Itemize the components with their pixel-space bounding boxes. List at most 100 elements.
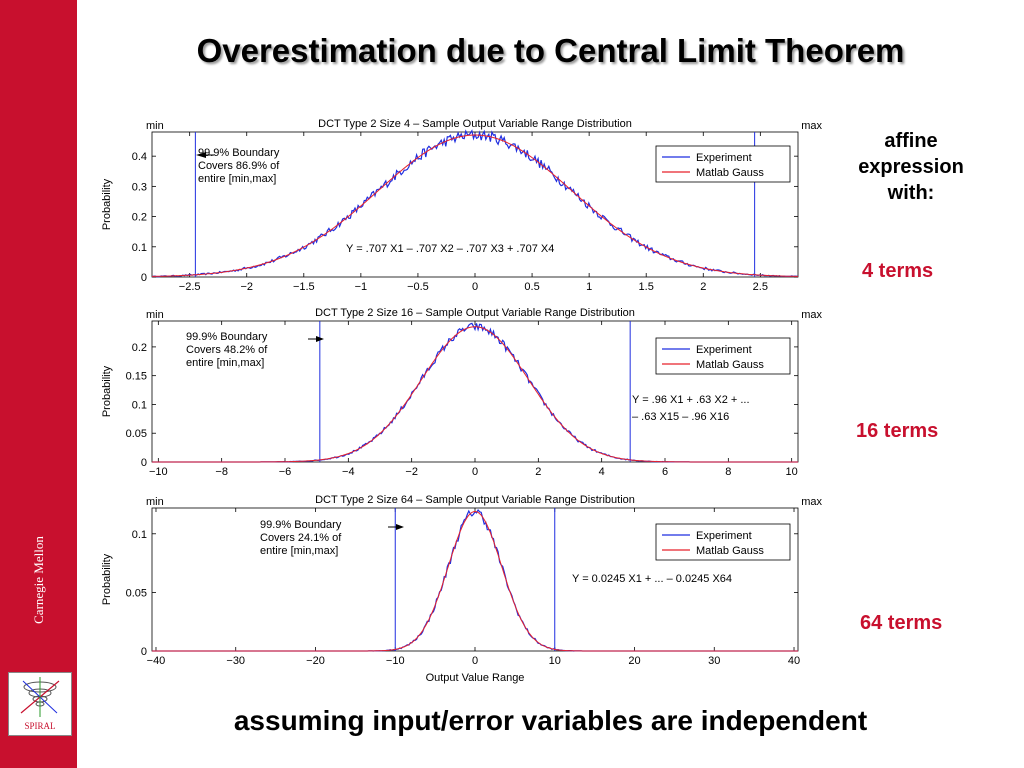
y-tick-label: 0.15 [126,371,147,383]
legend-box [655,337,791,375]
chart-title: DCT Type 2 Size 4 – Sample Output Variab… [318,118,632,130]
x-tick-label: 1 [586,281,592,293]
series-matlab-gauss [152,326,798,463]
annotation-arrow-icon [396,524,404,530]
series-matlab-gauss [152,134,798,277]
y-axis-label: Probability [101,365,113,417]
formula-text: Y = .96 X1 + .63 X2 + ... [632,394,750,406]
sidebar-university-name: Carnegie Mellon [14,515,64,645]
chart-2: DCT Type 2 Size 16 – Sample Output Varia… [101,307,822,478]
slide-title: Overestimation due to Central Limit Theo… [196,32,905,69]
formula-text: Y = 0.0245 X1 + ... – 0.0245 X64 [572,573,732,585]
side-note-line-3: with: [887,182,935,204]
slide-footer: assuming input/error variables are indep… [233,705,868,736]
x-tick-label: −10 [386,655,405,667]
x-tick-label: 10 [786,466,798,478]
annotation-line: Covers 86.9% of [198,160,280,172]
max-label: max [801,120,822,132]
y-tick-label: 0.2 [132,212,147,224]
x-tick-label: 30 [708,655,720,667]
annotation-line: 99.9% Boundary [260,519,342,531]
legend-label-gauss: Matlab Gauss [696,545,764,557]
legend-box [655,523,791,561]
max-label: max [801,496,822,508]
chart-1: DCT Type 2 Size 4 – Sample Output Variab… [101,118,822,293]
min-label: min [146,120,164,132]
max-label: max [801,309,822,321]
term-label-64: 64 terms [860,612,943,634]
annotation-line: 99.9% Boundary [198,147,280,159]
x-tick-label: 1.5 [639,281,654,293]
x-tick-label: −10 [149,466,168,478]
x-tick-label: 40 [788,655,800,667]
y-tick-label: 0.1 [132,399,147,411]
charts-svg: DCT Type 2 Size 4 – Sample Output Variab… [101,118,822,684]
x-tick-label: −0.5 [407,281,429,293]
y-tick-label: 0.2 [132,342,147,354]
x-tick-label: 20 [628,655,640,667]
min-label: min [146,309,164,321]
y-tick-label: 0 [141,646,147,658]
sidebar: Carnegie Mellon SPIRAL [0,0,77,768]
x-tick-label: 0 [472,655,478,667]
annotation-arrow-icon [196,152,206,158]
legend-label-experiment: Experiment [696,530,752,542]
x-tick-label: −30 [226,655,245,667]
x-tick-label: −1 [355,281,368,293]
legend-label-gauss: Matlab Gauss [696,359,764,371]
annotation-line: Covers 48.2% of [186,344,268,356]
charts-area: DCT Type 2 Size 4 – Sample Output Variab… [88,110,824,700]
chart-title: DCT Type 2 Size 16 – Sample Output Varia… [315,307,635,319]
x-tick-label: 2 [535,466,541,478]
chart-3: DCT Type 2 Size 64 – Sample Output Varia… [101,494,822,684]
legend-label-gauss: Matlab Gauss [696,167,764,179]
x-tick-label: −2 [240,281,253,293]
term-label-4: 4 terms [862,260,934,282]
y-tick-label: 0.1 [132,242,147,254]
x-tick-label: 0 [472,466,478,478]
annotation-line: entire [min,max] [186,357,264,369]
y-tick-label: 0.05 [126,428,147,440]
side-note-line-2: expression [858,156,964,178]
annotation-line: entire [min,max] [198,173,276,185]
x-tick-label: −1.5 [293,281,315,293]
annotation-line: entire [min,max] [260,545,338,557]
formula-text: Y = .707 X1 – .707 X2 – .707 X3 + .707 X… [346,243,554,255]
x-tick-label: 6 [662,466,668,478]
y-tick-label: 0.05 [126,587,147,599]
spiral-logo-icon [20,677,60,717]
min-label: min [146,496,164,508]
y-axis-label: Probability [101,178,113,230]
spiral-logo: SPIRAL [8,672,72,736]
x-tick-label: −40 [147,655,166,667]
annotation-arrow-icon [316,336,324,342]
y-tick-label: 0.3 [132,181,147,193]
x-tick-label: −2.5 [179,281,201,293]
legend-label-experiment: Experiment [696,152,752,164]
x-tick-label: 10 [549,655,561,667]
y-axis-label: Probability [101,553,113,605]
term-label-16: 16 terms [856,420,939,442]
spiral-logo-text: SPIRAL [24,721,56,731]
x-tick-label: −4 [342,466,355,478]
x-tick-label: 2 [700,281,706,293]
side-note: affine expression with: [836,128,986,206]
sidebar-text: Carnegie Mellon [31,536,47,624]
x-tick-label: 4 [599,466,605,478]
y-tick-label: 0 [141,457,147,469]
y-tick-label: 0.4 [132,151,147,163]
legend-box [655,145,791,183]
x-tick-label: −2 [405,466,418,478]
y-tick-label: 0 [141,272,147,284]
x-tick-label: 0.5 [524,281,539,293]
legend-label-experiment: Experiment [696,344,752,356]
annotation-line: Covers 24.1% of [260,532,342,544]
x-tick-label: 2.5 [753,281,768,293]
x-tick-label: 0 [472,281,478,293]
x-tick-label: −6 [279,466,292,478]
series-matlab-gauss [152,510,798,652]
x-tick-label: −8 [215,466,228,478]
side-note-line-1: affine [884,130,938,152]
series-experiment [151,129,799,278]
x-tick-label: 8 [725,466,731,478]
